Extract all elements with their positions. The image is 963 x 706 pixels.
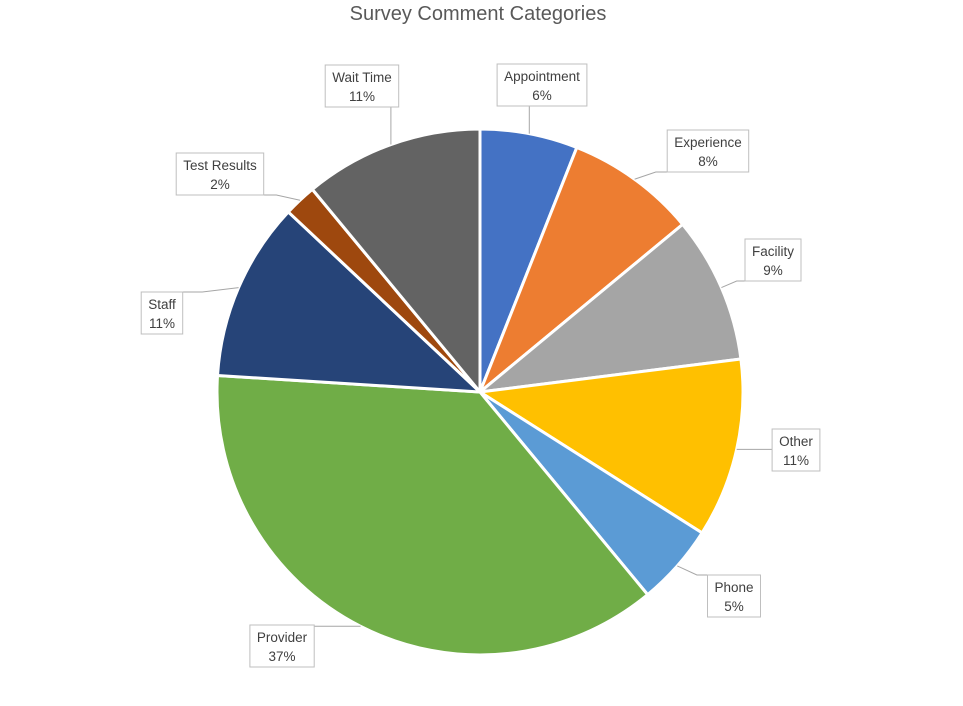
data-label-name: Provider xyxy=(257,630,308,645)
data-label-box xyxy=(666,129,750,173)
data-label-percent: 2% xyxy=(210,177,230,192)
data-label-name: Test Results xyxy=(183,158,257,173)
leader-line-test-results xyxy=(263,194,301,201)
data-label-box xyxy=(744,238,802,282)
data-label-box xyxy=(175,152,265,196)
pie-slice-staff xyxy=(216,210,482,394)
chart-title: Survey Comment Categories xyxy=(350,3,607,25)
data-label-phone: Phone 5% xyxy=(707,574,761,618)
data-label-percent: 11% xyxy=(783,453,809,468)
data-label-name: Appointment xyxy=(504,69,580,84)
data-label-name: Other xyxy=(779,434,813,449)
leader-line-staff xyxy=(182,287,239,293)
data-label-name: Facility xyxy=(752,244,794,259)
pie-slice-provider xyxy=(215,373,650,657)
data-label-experience: Experience 8% xyxy=(666,129,750,173)
data-label-box xyxy=(324,64,400,108)
pie-slice-experience xyxy=(478,145,685,394)
data-label-percent: 5% xyxy=(724,599,744,614)
data-label-box xyxy=(249,624,315,668)
data-label-staff: Staff 11% xyxy=(140,291,184,335)
data-label-box xyxy=(771,428,821,472)
data-label-other: Other 11% xyxy=(771,428,821,472)
leader-line-facility xyxy=(721,280,745,289)
data-label-test-results: Test Results 2% xyxy=(175,152,265,196)
data-label-box xyxy=(707,574,761,618)
pie-slice-other xyxy=(478,357,745,535)
pie-slices xyxy=(215,127,745,657)
data-label-percent: 37% xyxy=(268,649,295,664)
data-label-percent: 6% xyxy=(532,88,552,103)
pie-slice-facility xyxy=(478,222,743,394)
data-label-name: Wait Time xyxy=(332,70,392,85)
data-labels: Appointment 6% Experience 8% Facility 9% Other… xyxy=(140,63,821,668)
data-label-percent: 9% xyxy=(763,263,783,278)
data-label-box xyxy=(496,63,588,107)
data-label-box xyxy=(140,291,184,335)
data-label-name: Staff xyxy=(148,297,176,312)
data-label-name: Phone xyxy=(714,580,753,595)
pie-slice-wait-time xyxy=(310,127,482,394)
leader-line-phone xyxy=(677,565,708,576)
leader-line-experience xyxy=(634,171,668,180)
data-label-facility: Facility 9% xyxy=(744,238,802,282)
data-label-name: Experience xyxy=(674,135,742,150)
data-label-percent: 11% xyxy=(149,316,175,331)
data-label-percent: 8% xyxy=(698,154,718,169)
data-label-percent: 11% xyxy=(349,89,375,104)
leader-lines xyxy=(182,106,773,627)
data-label-appointment: Appointment 6% xyxy=(496,63,588,107)
data-label-provider: Provider 37% xyxy=(249,624,315,668)
data-label-wait-time: Wait Time 11% xyxy=(324,64,400,108)
